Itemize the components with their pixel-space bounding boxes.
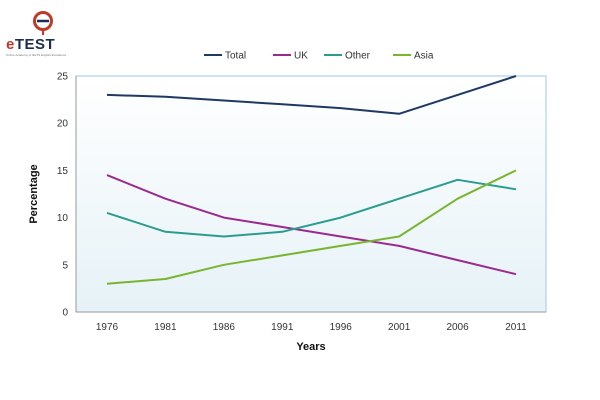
logo-icon — [33, 11, 53, 35]
legend: Total UK Other Asia — [204, 51, 434, 62]
series-line-asia — [106, 169, 517, 285]
x-tick-label: 1996 — [330, 322, 353, 333]
x-tick-label: 2011 — [505, 322, 527, 333]
x-tick-label: 1986 — [213, 322, 236, 333]
x-axis-title: Years — [296, 341, 325, 353]
series-line-uk — [106, 174, 517, 276]
x-tick-label: 1981 — [154, 322, 177, 333]
plot-area — [75, 75, 547, 313]
series-line-other — [106, 178, 517, 238]
x-tick-labels: 1976 1981 1986 1991 1996 2001 2006 2011 — [96, 322, 527, 333]
x-tick-label: 1976 — [96, 322, 119, 333]
series-lines — [106, 75, 517, 285]
y-tick-label: 10 — [57, 213, 69, 224]
y-axis-title: Percentage — [28, 164, 40, 223]
legend-label-total: Total — [225, 51, 246, 62]
y-tick-label: 25 — [57, 72, 69, 83]
legend-label-other: Other — [345, 51, 371, 62]
logo-tagline: Online Academy of IELTS English Excellen… — [6, 53, 67, 57]
series-line-total — [106, 75, 517, 115]
y-tick-labels: 0 5 10 15 20 25 — [57, 72, 69, 319]
y-tick-label: 15 — [57, 166, 69, 177]
y-tick-label: 20 — [57, 119, 69, 130]
etest-logo: eTEST Online Academy of IELTS English Ex… — [6, 6, 66, 61]
x-tick-label: 2006 — [446, 322, 469, 333]
legend-label-asia: Asia — [414, 51, 434, 62]
legend-label-uk: UK — [294, 51, 308, 62]
x-tick-label: 2001 — [388, 322, 411, 333]
x-tick-label: 1991 — [271, 322, 294, 333]
y-tick-label: 5 — [62, 260, 68, 271]
y-tick-label: 0 — [62, 308, 68, 319]
logo-wordmark: eTEST — [6, 36, 56, 53]
